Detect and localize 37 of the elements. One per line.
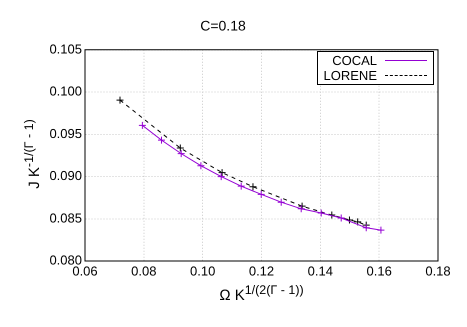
point: [218, 168, 226, 177]
point: [345, 216, 354, 224]
x-axis-title: Ω K$^{1/(2(Γ - 1))}$: [218, 283, 305, 304]
point: [138, 121, 146, 130]
point: [248, 182, 257, 191]
point: [217, 172, 226, 181]
point: [196, 162, 205, 170]
x-tick-label: 0.10: [190, 263, 216, 278]
y-tick-label: 0.100: [49, 84, 82, 99]
point: [237, 182, 246, 190]
point: [116, 96, 124, 104]
point: [328, 211, 336, 220]
y-tick-label: 0.095: [49, 126, 82, 141]
y-tick-label: 0.080: [49, 252, 82, 268]
x-tick-label: 0.16: [366, 263, 392, 278]
y-tick-label: 0.085: [49, 210, 82, 226]
point: [376, 226, 385, 234]
point: [177, 150, 186, 158]
point: [337, 214, 346, 222]
legend-label: LORENE: [324, 68, 377, 83]
point: [354, 218, 362, 226]
y-tick-label: 0.105: [49, 41, 82, 56]
legend-label: COCAL: [332, 53, 377, 68]
point: [362, 224, 370, 232]
point: [297, 204, 306, 213]
point: [298, 202, 306, 210]
x-tick-label: 0.18: [425, 263, 451, 278]
y-tick-label: 0.090: [49, 168, 82, 184]
point: [157, 136, 166, 144]
x-tick-label: 0.14: [308, 263, 333, 278]
chart-title: C=0.18: [200, 17, 246, 34]
point: [176, 144, 184, 152]
point: [317, 209, 326, 218]
x-tick-label: 0.08: [131, 263, 156, 278]
point: [277, 198, 286, 206]
x-tick-label: 0.12: [248, 263, 274, 278]
point: [257, 190, 266, 198]
